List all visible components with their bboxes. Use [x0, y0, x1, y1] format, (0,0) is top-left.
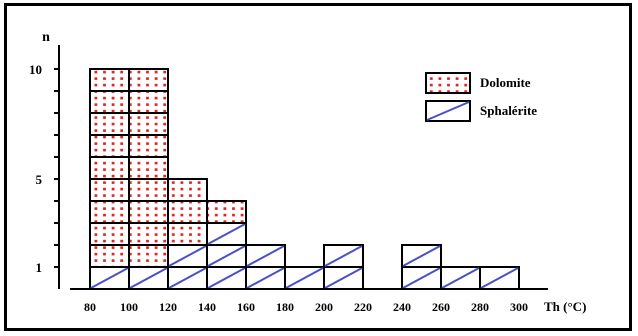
- bar-cell-dolomite-80: [89, 222, 130, 246]
- bar-cell-dolomite-100: [128, 134, 169, 158]
- x-tick-label: 120: [159, 300, 177, 314]
- legend-swatch-sphalerite-hatch: [426, 101, 470, 121]
- bar-cell-dolomite-120: [167, 222, 208, 246]
- bar-cell-sphalerite-280-hatch: [480, 267, 519, 289]
- x-tick-label: 160: [237, 300, 255, 314]
- x-tick-labels: 80 100 120 140 160 180 200 220 240 260 280 300: [84, 300, 528, 314]
- histogram-chart: Dolomite Sphalérite 80 100 120 140 160 180 200 2…: [4, 3, 632, 331]
- bar-cell-sphalerite-160-hatch: [246, 245, 285, 267]
- x-tick-label: 180: [276, 300, 294, 314]
- bar-cell-dolomite-100: [128, 178, 169, 202]
- histogram-bars: [89, 68, 520, 290]
- bar-cell-dolomite-80: [89, 90, 130, 114]
- y-tick-label: 5: [36, 172, 43, 187]
- bar-cell-dolomite-80: [89, 200, 130, 224]
- bar-cell-sphalerite-160-hatch: [246, 267, 285, 289]
- bar-cell-dolomite-100: [128, 90, 169, 114]
- bar-cell-sphalerite-100-hatch: [129, 267, 168, 289]
- bar-cell-sphalerite-120-hatch: [168, 245, 207, 267]
- x-tick-label: 280: [471, 300, 489, 314]
- y-tick-label: 1: [36, 260, 43, 275]
- bar-cell-dolomite-140: [206, 200, 247, 224]
- bar-cell-dolomite-80: [89, 112, 130, 136]
- bar-cell-dolomite-100: [128, 156, 169, 180]
- bar-cell-dolomite-120: [167, 178, 208, 202]
- bar-cell-dolomite-100: [128, 200, 169, 224]
- bar-cell-dolomite-120: [167, 200, 208, 224]
- bar-cell-dolomite-80: [89, 178, 130, 202]
- bar-cell-sphalerite-200-hatch: [324, 245, 363, 267]
- bar-cell-dolomite-80: [89, 156, 130, 180]
- bar-cell-dolomite-80: [89, 68, 130, 92]
- legend: Dolomite Sphalérite: [425, 72, 537, 122]
- bar-cell-sphalerite-140-hatch: [207, 267, 246, 289]
- bar-cell-dolomite-100: [128, 112, 169, 136]
- x-tick-label: 220: [354, 300, 372, 314]
- bar-cell-sphalerite-140-hatch: [207, 223, 246, 245]
- x-tick-label: 100: [120, 300, 138, 314]
- axes: [54, 45, 548, 290]
- bar-cell-dolomite-100: [128, 68, 169, 92]
- bar-cell-dolomite-80: [89, 244, 130, 268]
- legend-label-dolomite: Dolomite: [480, 75, 531, 90]
- bar-cell-sphalerite-180-hatch: [285, 267, 324, 289]
- bar-cell-sphalerite-260-hatch: [441, 267, 480, 289]
- y-tick-label: 10: [29, 62, 42, 77]
- x-tick-label: 300: [510, 300, 528, 314]
- bar-cell-sphalerite-120-hatch: [168, 267, 207, 289]
- x-tick-label: 200: [315, 300, 333, 314]
- legend-label-sphalerite: Sphalérite: [480, 103, 537, 118]
- bar-cell-dolomite-80: [89, 134, 130, 158]
- chart-frame: Dolomite Sphalérite 80 100 120 140 160 180 200 2…: [4, 3, 632, 336]
- bar-cell-sphalerite-240-hatch: [402, 245, 441, 267]
- bar-cell-sphalerite-140-hatch: [207, 245, 246, 267]
- x-tick-label: 80: [84, 300, 96, 314]
- bar-cell-sphalerite-80-hatch: [90, 267, 129, 289]
- bar-cell-sphalerite-200-hatch: [324, 267, 363, 289]
- x-tick-label: 140: [198, 300, 216, 314]
- x-tick-label: 260: [432, 300, 450, 314]
- x-axis-label: Th (°C): [544, 299, 586, 314]
- y-axis-label: n: [42, 30, 50, 45]
- bar-cell-dolomite-100: [128, 222, 169, 246]
- bar-cell-dolomite-100: [128, 244, 169, 268]
- x-tick-label: 240: [393, 300, 411, 314]
- bar-cell-sphalerite-240-hatch: [402, 267, 441, 289]
- legend-swatch-dolomite: [425, 72, 471, 94]
